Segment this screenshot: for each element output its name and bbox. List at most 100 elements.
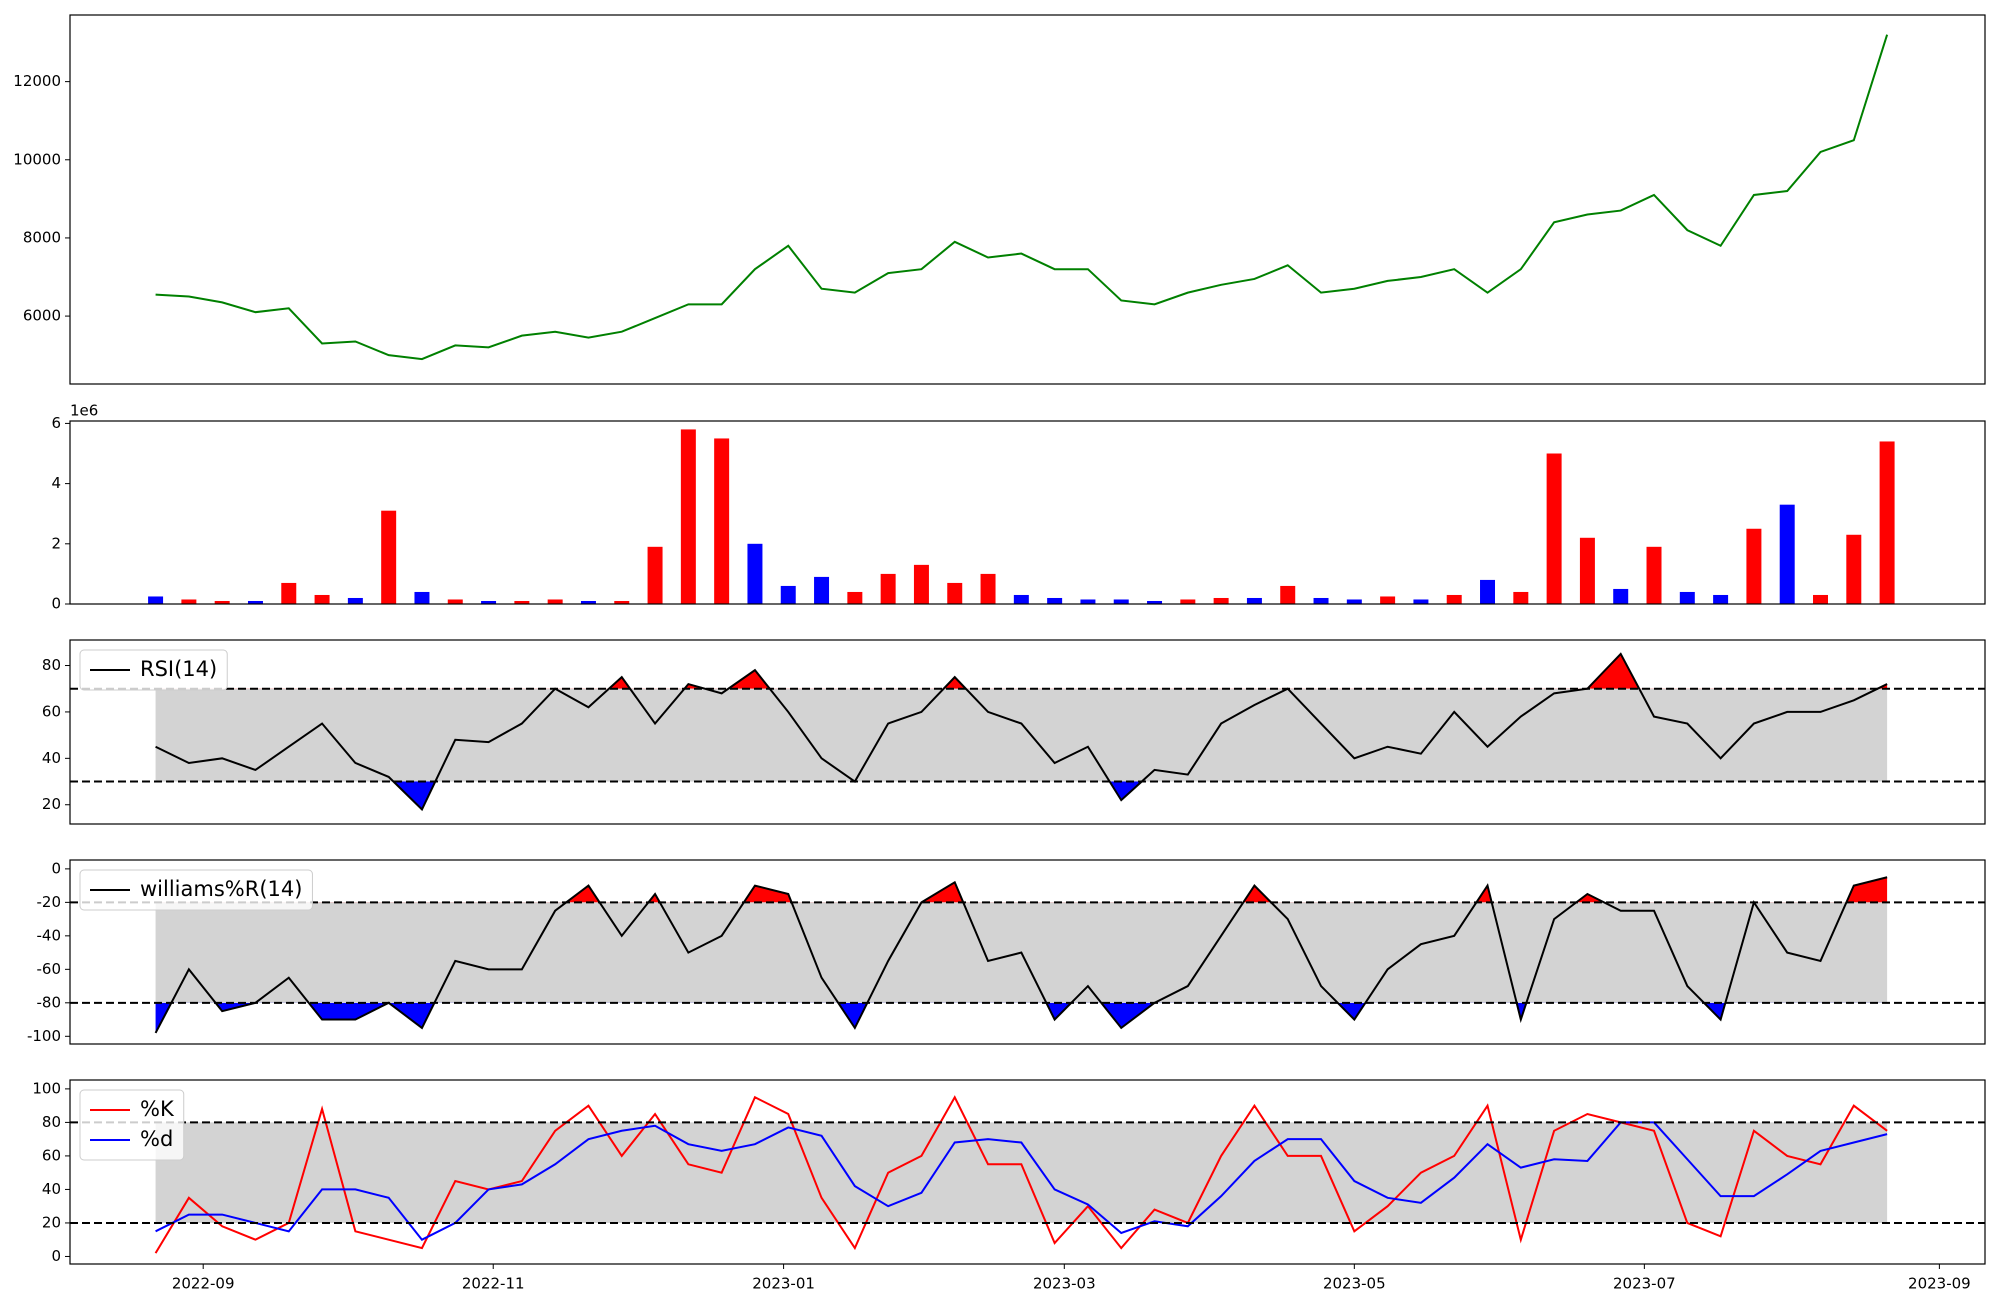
band <box>155 688 1888 782</box>
series-line <box>155 1121 1888 1241</box>
bar <box>1013 594 1029 604</box>
y-tick-label: -100 <box>27 1027 61 1045</box>
bar <box>447 599 463 604</box>
frame <box>69 859 1986 1045</box>
panel: 20 40 60 80 <box>42 639 1986 825</box>
bar <box>1779 504 1795 604</box>
legend-box <box>79 869 313 911</box>
bar <box>947 582 963 604</box>
y-tick-label: 6 <box>51 414 61 432</box>
bar <box>1579 537 1595 604</box>
panel: 6000 8000 10000 12000 <box>13 14 1986 385</box>
y-tick-label: 4 <box>51 474 61 492</box>
bar <box>514 600 530 604</box>
y-tick-label: 100 <box>32 1079 61 1097</box>
bar <box>381 510 397 604</box>
bar <box>980 573 996 604</box>
bar <box>148 596 164 604</box>
bar <box>680 429 696 604</box>
x-tick-label: 2023-09 <box>1908 1275 1971 1293</box>
y-tick-label: 0 <box>51 859 61 877</box>
legend-box <box>79 1089 185 1161</box>
bar <box>214 600 230 604</box>
bar <box>1080 599 1096 604</box>
bar <box>1713 594 1729 604</box>
oversold-fill <box>155 1002 1726 1033</box>
bar <box>847 591 863 604</box>
bar <box>1113 599 1129 604</box>
bar <box>1346 599 1362 604</box>
series-line <box>154 1095 1888 1254</box>
y-tick-label: 2 <box>51 534 61 552</box>
x-tick-label: 2022-09 <box>172 1275 235 1293</box>
bar <box>314 594 330 604</box>
legend-box <box>79 649 228 691</box>
bar <box>1380 596 1396 604</box>
bar <box>1513 591 1529 604</box>
y-tick-label: 0 <box>51 1247 61 1265</box>
y-tick-label: 12000 <box>13 72 61 90</box>
panel: 0 20 40 60 80 100 <box>32 1079 1986 1265</box>
bar <box>414 591 430 604</box>
bar <box>780 585 796 604</box>
bar <box>1746 528 1762 604</box>
legend-label: williams%R(14) <box>140 877 302 901</box>
y-tick-label: 20 <box>42 795 61 813</box>
bar <box>1147 600 1163 604</box>
series-line <box>155 34 1889 361</box>
y-tick-label: 0 <box>51 595 61 613</box>
bar <box>1480 579 1496 604</box>
bar <box>913 564 929 604</box>
bar <box>580 600 596 604</box>
y-tick-label: 6000 <box>23 307 61 325</box>
bar <box>1679 591 1695 604</box>
series-line <box>155 652 1888 812</box>
panel: -100 -80 -60 -40 -20 0 <box>27 859 1986 1045</box>
legend-label: %K <box>140 1097 175 1121</box>
bar <box>1280 585 1296 604</box>
y-tick-label: -40 <box>37 926 62 944</box>
bar <box>1246 597 1262 604</box>
bar <box>181 599 197 604</box>
panel: 0 2 4 6 1e6 <box>51 402 1986 613</box>
y-tick-label: 20 <box>42 1213 61 1231</box>
y-tick-label: 8000 <box>23 228 61 246</box>
bar <box>814 576 830 604</box>
bar <box>714 438 730 604</box>
frame <box>69 420 1986 605</box>
bar <box>1546 453 1562 604</box>
bar <box>547 599 563 604</box>
bar <box>1613 588 1629 604</box>
bar <box>347 597 363 604</box>
y-tick-label: 10000 <box>13 150 61 168</box>
offset-label: 1e6 <box>70 402 98 420</box>
frame <box>69 14 1986 385</box>
band <box>155 1122 1888 1223</box>
y-tick-label: 80 <box>42 1113 61 1131</box>
bar <box>1813 594 1828 604</box>
y-tick-label: 40 <box>42 749 61 767</box>
bar <box>647 546 663 604</box>
bar <box>1846 534 1862 604</box>
bar <box>880 573 896 604</box>
bar <box>481 600 497 604</box>
y-tick-label: 60 <box>42 702 61 720</box>
legend: RSI(14) <box>79 649 228 691</box>
bar <box>1413 599 1429 604</box>
legend: williams%R(14) <box>79 869 313 911</box>
bar <box>281 582 297 604</box>
bar <box>1047 597 1063 604</box>
y-tick-label: -20 <box>37 893 62 911</box>
bar <box>1313 597 1329 604</box>
bar <box>1879 441 1895 604</box>
bar <box>1446 594 1462 604</box>
x-tick-label: 2023-01 <box>752 1275 815 1293</box>
bar <box>1180 599 1196 604</box>
bar <box>1646 546 1662 604</box>
y-tick-label: -80 <box>37 993 62 1011</box>
series-line <box>154 876 1888 1034</box>
y-tick-label: -60 <box>37 960 62 978</box>
bar <box>247 600 263 604</box>
x-tick-label: 2023-07 <box>1613 1275 1676 1293</box>
